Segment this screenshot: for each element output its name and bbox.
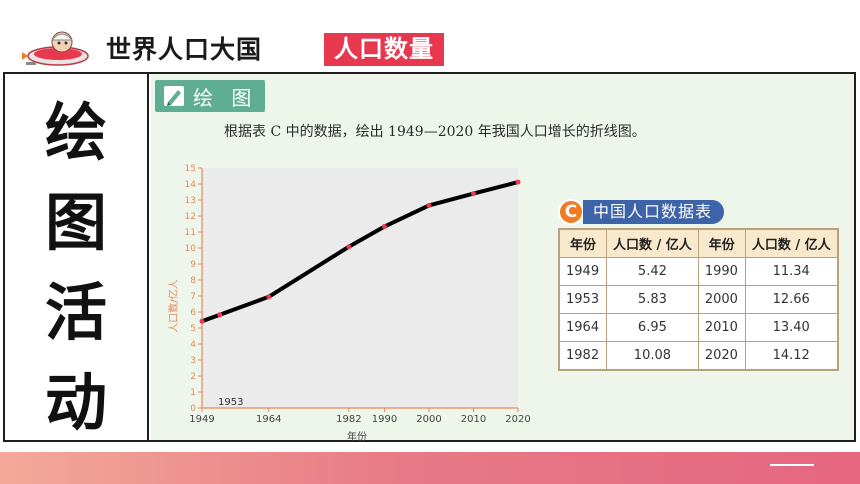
data-point xyxy=(426,202,432,208)
table-cell-value: 5.42 xyxy=(606,257,699,286)
data-point xyxy=(381,224,387,230)
table-cell-year: 2010 xyxy=(697,313,746,342)
y-tick-label: 8 xyxy=(190,276,196,286)
footer-band xyxy=(0,452,860,484)
table-row: 1953 5.83 2000 12.66 xyxy=(558,285,839,314)
table-cell-year: 1982 xyxy=(558,341,607,371)
table-header-cell: 人口数 / 亿人 xyxy=(744,228,839,258)
content-frame xyxy=(3,72,856,442)
table-header-cell: 年份 xyxy=(558,228,607,258)
y-tick-label: 13 xyxy=(185,196,196,206)
table-cell-year: 1949 xyxy=(558,257,607,286)
plot-area xyxy=(202,168,518,408)
x-tick-label: 1949 xyxy=(189,414,214,425)
population-series-line xyxy=(200,180,520,324)
x-tick-label: 1990 xyxy=(372,414,397,425)
vertical-char: 活 xyxy=(44,276,107,349)
y-tick-label: 5 xyxy=(190,324,196,334)
table-badge: C xyxy=(558,199,584,225)
data-point xyxy=(346,244,352,250)
y-tick-label: 2 xyxy=(190,372,196,382)
vertical-char: 动 xyxy=(44,366,107,439)
vertical-char: 图 xyxy=(44,186,107,259)
y-axis-label: 人口数/亿人 xyxy=(167,279,180,332)
activity-label-column: 绘 图 活 动 xyxy=(3,72,149,442)
header: 世界人口大国 人口数量 xyxy=(0,0,860,74)
table-cell-year: 2000 xyxy=(697,285,746,314)
table-header-cell: 年份 xyxy=(697,228,746,258)
y-tick-label: 0 xyxy=(190,404,196,414)
table-cell-value: 5.83 xyxy=(606,285,699,314)
table-cell-year: 1964 xyxy=(558,313,607,342)
page-title: 世界人口大国 xyxy=(106,35,263,64)
table-cell-year: 1990 xyxy=(697,257,746,286)
table-header-cell: 人口数 / 亿人 xyxy=(606,228,699,258)
y-tick-label: 14 xyxy=(185,180,197,190)
y-tick-label: 11 xyxy=(185,228,196,238)
table-header-row: 年份 人口数 / 亿人 年份 人口数 / 亿人 xyxy=(558,228,839,258)
y-tick-label: 1 xyxy=(190,388,196,398)
y-tick-label: 7 xyxy=(190,292,196,302)
x-tick-label: 1964 xyxy=(256,414,281,425)
x-tick-label: 2000 xyxy=(416,414,441,425)
x-axis-label: 年份 xyxy=(347,430,367,443)
table-cell-value: 6.95 xyxy=(606,313,699,342)
table-cell-year: 1953 xyxy=(558,285,607,314)
y-tick-label: 6 xyxy=(190,308,196,318)
activity-header-label: 绘 图 xyxy=(193,86,258,110)
data-point xyxy=(199,318,205,324)
y-tick-label: 9 xyxy=(190,260,196,270)
x-tick-label: 2020 xyxy=(505,414,530,425)
table-cell-value: 14.12 xyxy=(744,341,839,371)
y-tick-label: 3 xyxy=(190,356,196,366)
data-point xyxy=(470,191,476,197)
rocket-mascot-icon xyxy=(22,31,89,66)
table-cell-value: 13.40 xyxy=(744,313,839,342)
x-tick-label: 2010 xyxy=(461,414,486,425)
data-point xyxy=(515,179,521,185)
y-tick-label: 15 xyxy=(185,164,196,174)
y-tick-label: 12 xyxy=(185,212,196,222)
footer-divider xyxy=(770,464,814,466)
table-title: 中国人口数据表 xyxy=(583,200,725,224)
table-cell-value: 12.66 xyxy=(744,285,839,314)
y-tick-label: 4 xyxy=(190,340,196,350)
pencil-drawing-icon xyxy=(164,86,184,106)
instruction-text: 根据表 C 中的数据，绘出 1949—2020 年我国人口增长的折线图。 xyxy=(224,124,646,140)
x-tick-label: 1982 xyxy=(336,414,361,425)
section-tag: 人口数量 xyxy=(324,33,444,66)
table-cell-value: 11.34 xyxy=(744,257,839,286)
table-row: 1964 6.95 2010 13.40 xyxy=(558,313,839,342)
data-point xyxy=(266,294,272,300)
data-point xyxy=(217,312,223,318)
y-tick-label: 10 xyxy=(185,244,197,254)
table-row: 1982 10.08 2020 14.12 xyxy=(558,341,839,371)
chart-annotation: 1953 xyxy=(218,397,243,408)
table-row: 1949 5.42 1990 11.34 xyxy=(558,257,839,286)
vertical-char: 绘 xyxy=(44,96,107,169)
population-data-table: 年份 人口数 / 亿人 年份 人口数 / 亿人 1949 5.42 1990 1… xyxy=(558,228,839,371)
table-cell-value: 10.08 xyxy=(606,341,699,371)
table-cell-year: 2020 xyxy=(697,341,746,371)
